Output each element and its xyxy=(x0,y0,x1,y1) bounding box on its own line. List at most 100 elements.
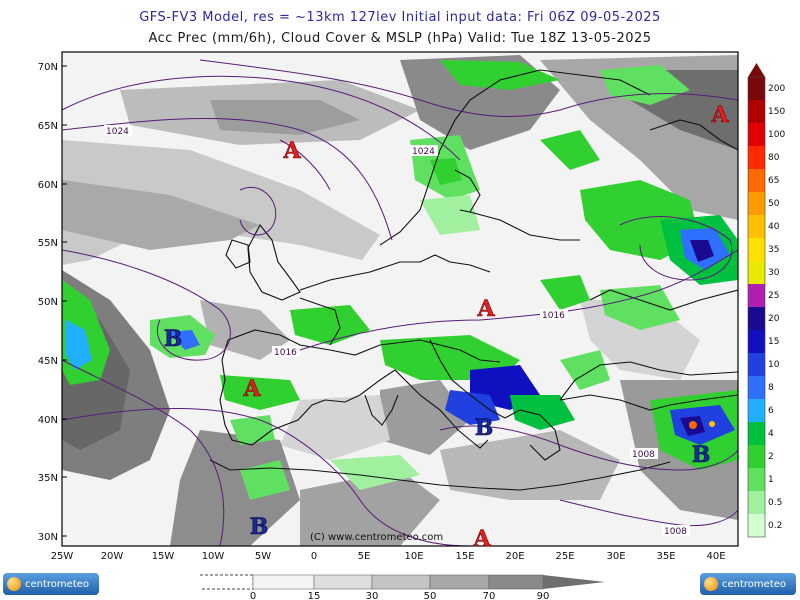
cloud-legend-swatch xyxy=(371,574,431,590)
lat-label: 60N xyxy=(38,180,58,191)
copyright-text: (C) www.centrometeo.com xyxy=(310,532,443,543)
cloud-legend-label: 30 xyxy=(366,591,379,600)
lat-label: 70N xyxy=(38,62,58,73)
precip-legend-swatch xyxy=(748,238,765,261)
precip-legend-label: 10 xyxy=(768,360,780,370)
lon-label: 20E xyxy=(505,551,524,562)
lat-lon-ticks xyxy=(62,65,67,537)
lon-label: 5W xyxy=(255,551,271,562)
precip-legend-swatch xyxy=(748,353,765,376)
precip-legend-swatch xyxy=(748,100,765,123)
longitude-labels: 25W 20W 15W 10W 5W 0 5E 10E 15E 20E 25E … xyxy=(51,551,726,562)
precip-legend-swatch xyxy=(748,491,765,514)
globe-icon xyxy=(7,577,21,591)
high-pressure-marker: A xyxy=(472,526,491,552)
lon-label: 10W xyxy=(202,551,225,562)
isobar-label: 1024 xyxy=(412,147,435,157)
high-pressure-marker: A xyxy=(282,138,301,164)
lon-label: 40E xyxy=(706,551,725,562)
cloud-legend-label: 90 xyxy=(537,591,550,600)
lon-label: 0 xyxy=(311,551,317,562)
low-pressure-marker: B xyxy=(692,442,711,468)
globe-icon xyxy=(704,577,718,591)
precip-legend-swatch xyxy=(748,307,765,330)
cloud-legend-swatch xyxy=(313,574,373,590)
logo-text: centrometeo xyxy=(722,578,787,590)
precip-legend-label: 8 xyxy=(768,383,774,393)
cloud-legend-label: 0 xyxy=(250,591,256,600)
coastlines xyxy=(209,69,738,491)
precip-legend-label: 4 xyxy=(768,429,774,439)
precip-legend-label: 30 xyxy=(768,268,780,278)
map-layers xyxy=(62,55,738,546)
precip-legend-swatch xyxy=(748,192,765,215)
precip-legend-label: 15 xyxy=(768,337,779,347)
precip-legend-swatch xyxy=(748,468,765,491)
centrometeo-logo-left[interactable]: centrometeo xyxy=(3,573,99,595)
latitude-labels: 70N 65N 60N 55N 50N 45N 40N 35N 30N xyxy=(38,62,58,543)
isobar-labels: 1024 1024 1016 1016 1008 1008 xyxy=(104,125,690,537)
high-pressure-marker: A xyxy=(242,376,261,402)
precip-legend-label: 35 xyxy=(768,245,779,255)
precip-legend-swatch xyxy=(748,330,765,353)
precip-legend-swatch xyxy=(748,169,765,192)
precip-legend-label: 50 xyxy=(768,199,780,209)
precip-legend-swatch xyxy=(748,399,765,422)
lon-label: 15E xyxy=(455,551,474,562)
cloud-legend-label: 70 xyxy=(483,591,496,600)
cloud-legend-arrow xyxy=(543,575,605,589)
precip-legend-label: 6 xyxy=(768,406,774,416)
precip-legend-label: 100 xyxy=(768,130,785,140)
high-pressure-marker: A xyxy=(476,296,495,322)
precip-legend-border xyxy=(747,76,766,538)
lon-label: 15W xyxy=(152,551,175,562)
lon-label: 35E xyxy=(656,551,675,562)
precip-legend-swatch xyxy=(748,261,765,284)
lat-label: 35N xyxy=(38,473,58,484)
precip-legend-swatch xyxy=(748,123,765,146)
cloud-cover-legend: 0 15 30 50 70 90 xyxy=(200,574,605,600)
isobars xyxy=(62,59,738,546)
cloud-legend-swatch xyxy=(488,574,544,590)
lon-label: 20W xyxy=(101,551,124,562)
cloud-legend-label: 15 xyxy=(308,591,321,600)
cloud-legend-swatch xyxy=(252,574,315,590)
cloud-cover-layer xyxy=(62,55,738,546)
lat-label: 50N xyxy=(38,297,58,308)
low-pressure-marker: B xyxy=(250,514,269,540)
precip-legend-label: 1 xyxy=(768,475,774,485)
precip-legend-label: 20 xyxy=(768,314,780,324)
low-pressure-marker: B xyxy=(475,415,494,441)
precip-legend-label: 25 xyxy=(768,291,779,301)
lat-label: 45N xyxy=(38,356,58,367)
lat-label: 30N xyxy=(38,532,58,543)
precip-legend-label: 150 xyxy=(768,107,785,117)
isobar-label: 1008 xyxy=(632,450,655,460)
map-title-line1: GFS-FV3 Model, res = ~13km 127lev Initia… xyxy=(139,10,661,25)
precipitation-legend: 200 150 100 80 65 50 40 35 30 25 20 15 10 8 6 4 2 1 0.5 0.2 xyxy=(747,63,785,538)
logo-text: centrometeo xyxy=(25,578,90,590)
pressure-centers: A A A A A B B B B xyxy=(163,102,729,553)
precip-legend-swatch xyxy=(748,514,765,537)
isobar-label: 1024 xyxy=(106,127,129,137)
precip-legend-swatch xyxy=(748,284,765,307)
precip-legend-swatch xyxy=(748,422,765,445)
cloud-legend-swatch xyxy=(429,574,490,590)
precip-legend-label: 2 xyxy=(768,452,774,462)
precip-legend-label: 80 xyxy=(768,153,780,163)
low-pressure-marker: B xyxy=(164,326,183,352)
precip-legend-label: 0.5 xyxy=(768,498,782,508)
lon-label: 30E xyxy=(606,551,625,562)
precipitation-layer xyxy=(62,60,738,500)
high-pressure-marker: A xyxy=(710,102,729,128)
isobar-label: 1016 xyxy=(274,348,297,358)
precip-legend-swatch xyxy=(748,376,765,399)
precip-legend-swatch xyxy=(748,445,765,468)
lon-label: 25W xyxy=(51,551,74,562)
centrometeo-logo-right[interactable]: centrometeo xyxy=(700,573,796,595)
map-title-line2: Acc Prec (mm/6h), Cloud Cover & MSLP (hP… xyxy=(148,31,652,46)
precip-legend-arrow xyxy=(748,63,765,77)
isobar-label: 1008 xyxy=(664,527,687,537)
lat-label: 55N xyxy=(38,238,58,249)
